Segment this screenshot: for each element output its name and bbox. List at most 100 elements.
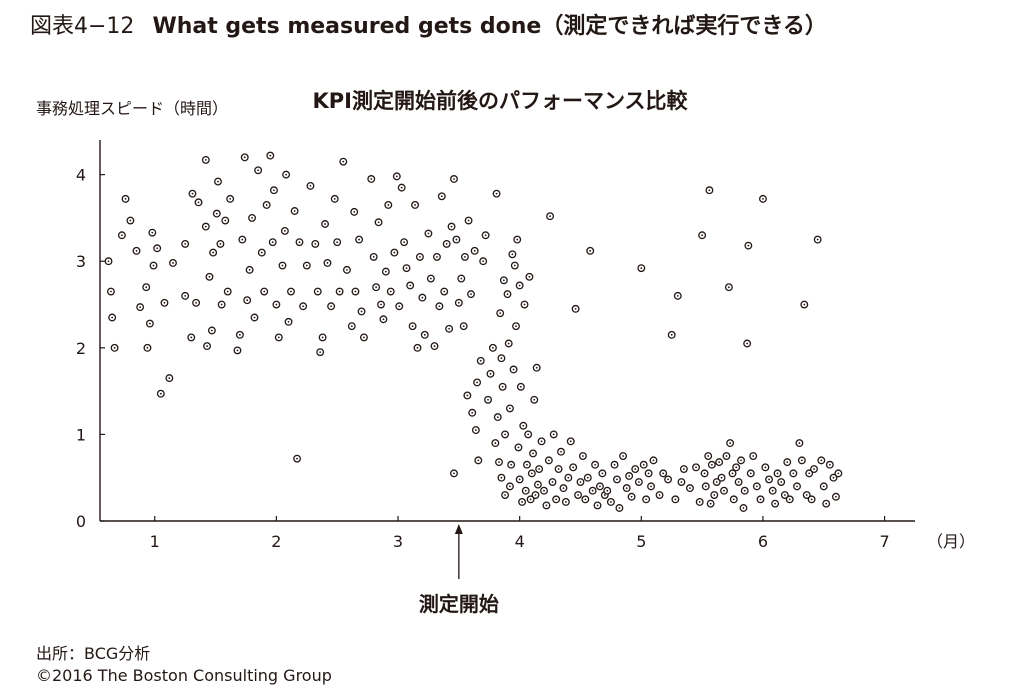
data-point <box>524 430 533 439</box>
data-point <box>408 322 417 331</box>
data-point <box>426 274 435 283</box>
data-point <box>496 309 505 318</box>
data-point <box>533 480 542 489</box>
axes <box>99 140 915 522</box>
data-point <box>145 319 154 328</box>
data-point <box>634 478 643 486</box>
data-point <box>752 482 761 491</box>
data-point <box>515 475 524 484</box>
data-point <box>773 469 782 478</box>
data-point <box>327 302 336 311</box>
data-point <box>374 218 383 227</box>
data-point <box>459 322 468 331</box>
data-point <box>509 365 518 374</box>
x-tick-label: 1 <box>150 532 160 551</box>
data-point <box>701 482 710 491</box>
data-point <box>460 252 469 261</box>
x-tick-label: 2 <box>271 532 281 551</box>
data-point <box>357 307 366 316</box>
data-point <box>430 342 439 351</box>
data-point <box>625 472 634 480</box>
data-point <box>369 252 378 261</box>
data-point <box>505 482 514 491</box>
data-point <box>807 495 816 504</box>
data-point <box>347 322 356 331</box>
data-point <box>194 198 203 207</box>
data-point <box>397 183 406 192</box>
data-point <box>435 302 444 311</box>
data-point <box>474 456 483 465</box>
data-point <box>523 460 531 469</box>
data-point <box>342 265 351 274</box>
data-point <box>822 499 831 508</box>
data-point <box>655 491 664 499</box>
data-point <box>525 272 534 281</box>
data-point <box>507 460 516 469</box>
y-tick-label: 2 <box>76 339 86 358</box>
data-point <box>557 447 565 456</box>
data-point <box>386 287 395 296</box>
data-point <box>217 300 226 309</box>
data-point <box>627 492 636 501</box>
data-point <box>644 469 653 478</box>
data-point <box>464 216 473 225</box>
y-tick-label: 3 <box>76 252 86 271</box>
y-tick-label: 0 <box>76 512 86 531</box>
data-point <box>831 492 840 501</box>
data-point <box>245 265 254 274</box>
data-point <box>649 456 658 465</box>
data-point <box>576 478 585 486</box>
data-point <box>148 228 157 237</box>
data-point <box>479 257 488 266</box>
data-point <box>771 499 780 508</box>
data-point <box>758 194 767 203</box>
data-point <box>316 348 325 357</box>
data-point <box>440 287 449 296</box>
data-point <box>513 235 522 244</box>
data-point <box>793 482 801 491</box>
data-point <box>330 194 339 203</box>
data-point <box>420 330 429 339</box>
data-point <box>117 231 126 240</box>
data-point <box>695 498 704 506</box>
x-tick-label: 3 <box>393 532 403 551</box>
data-point <box>192 298 201 307</box>
data-point <box>805 469 814 478</box>
data-point <box>379 315 388 324</box>
data-point <box>819 482 828 491</box>
annotation-label: 測定開始 <box>419 592 499 616</box>
data-point <box>598 469 607 478</box>
figure-title: What gets measured gets done（測定できれば実行できる… <box>152 14 827 39</box>
data-point <box>505 404 514 413</box>
data-point <box>802 491 811 499</box>
data-point <box>284 317 293 326</box>
data-point <box>377 300 385 309</box>
data-point <box>639 460 648 469</box>
data-point <box>143 343 152 352</box>
data-point <box>679 465 688 473</box>
data-point <box>104 257 113 266</box>
data-point <box>214 177 222 186</box>
data-point <box>765 475 773 484</box>
data-point <box>350 207 359 216</box>
data-point <box>519 421 528 430</box>
data-point <box>442 239 451 248</box>
data-point <box>817 456 826 465</box>
data-point <box>686 484 694 493</box>
data-point <box>467 290 475 299</box>
data-point <box>717 473 726 482</box>
data-point <box>413 343 422 352</box>
data-point <box>221 216 230 225</box>
data-point <box>726 439 735 448</box>
data-point <box>209 248 218 257</box>
data-point <box>108 313 117 322</box>
x-tick-label: 7 <box>879 532 889 551</box>
data-point <box>311 239 320 248</box>
data-point <box>278 261 287 270</box>
data-point <box>800 300 809 309</box>
data-point <box>564 473 573 482</box>
figure-number: 図表4−12 <box>30 14 135 39</box>
data-point <box>622 484 631 493</box>
data-point <box>526 495 535 504</box>
data-point <box>169 259 177 267</box>
